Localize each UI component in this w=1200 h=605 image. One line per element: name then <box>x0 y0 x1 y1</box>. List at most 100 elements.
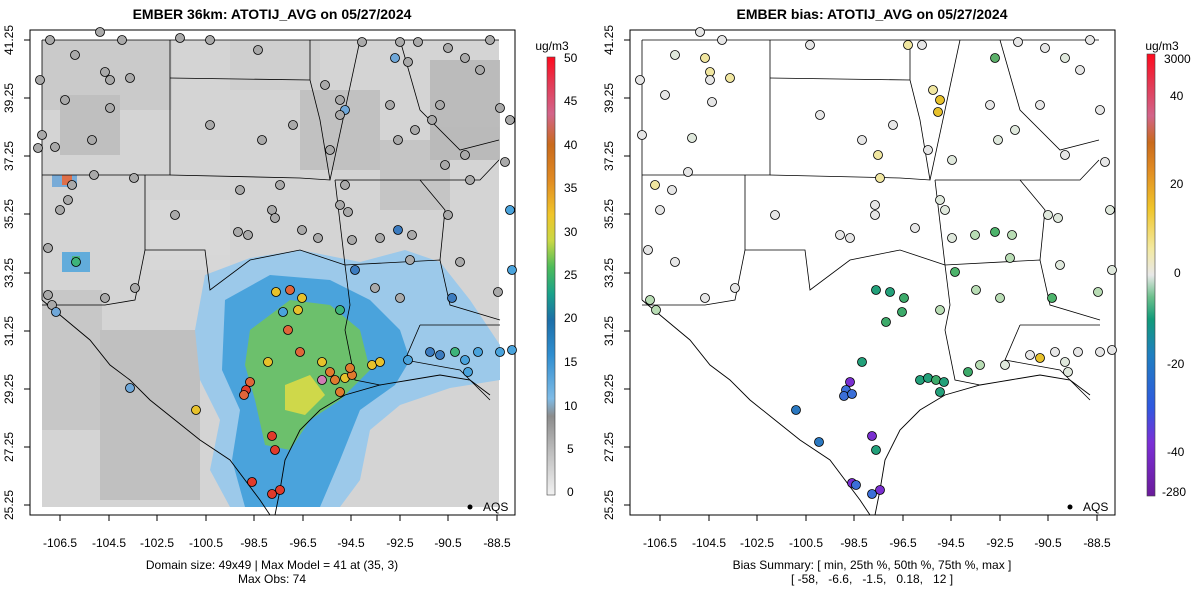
colorbar-tick-label: 40 <box>564 138 578 152</box>
x-tick-label: -88.5 <box>1083 536 1111 550</box>
site-marker <box>1043 210 1053 220</box>
site-marker <box>910 223 920 233</box>
colorbar-tick-label: 20 <box>564 311 578 325</box>
site-marker <box>335 305 345 315</box>
site-marker <box>1073 347 1083 357</box>
y-tick-label: 25.25 <box>2 490 16 520</box>
site-marker <box>971 285 981 295</box>
site-marker <box>1107 345 1117 355</box>
colorbar-tick-label: 45 <box>564 94 578 108</box>
site-marker <box>51 307 61 317</box>
site-marker <box>440 160 450 170</box>
site-marker <box>963 367 973 377</box>
site-marker <box>643 245 653 255</box>
site-marker <box>390 53 400 63</box>
site-marker <box>170 210 180 220</box>
site-marker <box>1005 253 1015 263</box>
site-marker <box>105 103 115 113</box>
site-marker <box>275 180 285 190</box>
site-marker <box>297 225 307 235</box>
right-title: EMBER bias: ATOTIJ_AVG on 05/27/2024 <box>736 6 1007 22</box>
site-marker <box>100 293 110 303</box>
site-marker <box>125 383 135 393</box>
site-marker <box>370 283 380 293</box>
site-marker <box>425 347 435 357</box>
y-tick-label: 31.25 <box>2 316 16 346</box>
site-marker <box>505 205 515 215</box>
site-marker <box>460 355 470 365</box>
site-marker <box>870 210 880 220</box>
y-tick-label: 39.25 <box>2 83 16 113</box>
site-marker <box>283 325 293 335</box>
site-marker <box>100 67 110 77</box>
x-tick-label: -98.5 <box>240 536 268 550</box>
site-marker <box>235 185 245 195</box>
left-sites <box>33 27 517 499</box>
site-marker <box>881 317 891 327</box>
y-tick-label: 39.25 <box>602 83 616 113</box>
site-marker <box>507 265 517 275</box>
site-marker <box>117 35 127 45</box>
site-marker <box>455 257 465 267</box>
y-tick-label: 29.25 <box>2 374 16 404</box>
site-marker <box>130 283 140 293</box>
y-tick-label: 27.25 <box>2 432 16 462</box>
y-tick-label: 27.25 <box>602 432 616 462</box>
site-marker <box>635 75 645 85</box>
x-tick-label: -96.5 <box>889 536 917 550</box>
site-marker <box>871 445 881 455</box>
colorbar-tick-label: 35 <box>564 181 578 195</box>
x-tick-label: -106.5 <box>43 536 77 550</box>
site-marker <box>325 145 335 155</box>
site-marker <box>870 200 880 210</box>
x-tick-label: -96.5 <box>289 536 317 550</box>
right-colorbar <box>1146 53 1156 497</box>
x-tick-label: -90.5 <box>1034 536 1062 550</box>
site-marker <box>839 391 849 401</box>
right-state-lines <box>641 39 1101 401</box>
colorbar-tick-label: -40 <box>1167 445 1185 459</box>
site-marker <box>267 489 277 499</box>
site-marker <box>970 230 980 240</box>
site-marker <box>873 150 883 160</box>
site-marker <box>205 35 215 45</box>
x-tick-label: -104.5 <box>92 536 126 550</box>
site-marker <box>350 265 360 275</box>
site-marker <box>1095 347 1105 357</box>
y-tick-label: 37.25 <box>2 141 16 171</box>
colorbar-tick-label: 25 <box>564 268 578 282</box>
site-marker <box>1007 230 1017 240</box>
site-marker <box>443 210 453 220</box>
site-marker <box>717 35 727 45</box>
site-marker <box>857 135 867 145</box>
site-marker <box>995 293 1005 303</box>
site-marker <box>1047 293 1057 303</box>
left-plume-green <box>245 300 370 450</box>
x-tick-label: -94.5 <box>337 536 365 550</box>
site-marker <box>1105 205 1115 215</box>
site-marker <box>407 230 417 240</box>
site-marker <box>330 375 340 385</box>
y-tick-label: 33.25 <box>2 258 16 288</box>
site-marker <box>243 230 253 240</box>
site-marker <box>485 35 495 45</box>
x-tick-label: -90.5 <box>434 536 462 550</box>
x-tick-label: -94.5 <box>937 536 965 550</box>
site-marker <box>450 347 460 357</box>
colorbar-tick-label: 5 <box>567 442 574 456</box>
site-marker <box>320 80 330 90</box>
site-marker <box>495 347 505 357</box>
x-tick-label: -100.5 <box>789 536 823 550</box>
site-marker <box>867 489 877 499</box>
x-tick-label: -92.5 <box>386 536 414 550</box>
site-marker <box>707 97 717 107</box>
site-marker <box>347 235 357 245</box>
site-marker <box>205 120 215 130</box>
site-marker <box>253 45 263 55</box>
site-marker <box>725 73 735 83</box>
site-marker <box>313 233 323 243</box>
left-panel: EMBER 36km: ATOTIJ_AVG on 05/27/2024 <box>0 0 600 600</box>
x-tick-label: -104.5 <box>692 536 726 550</box>
site-marker <box>871 285 881 295</box>
site-marker <box>435 100 445 110</box>
